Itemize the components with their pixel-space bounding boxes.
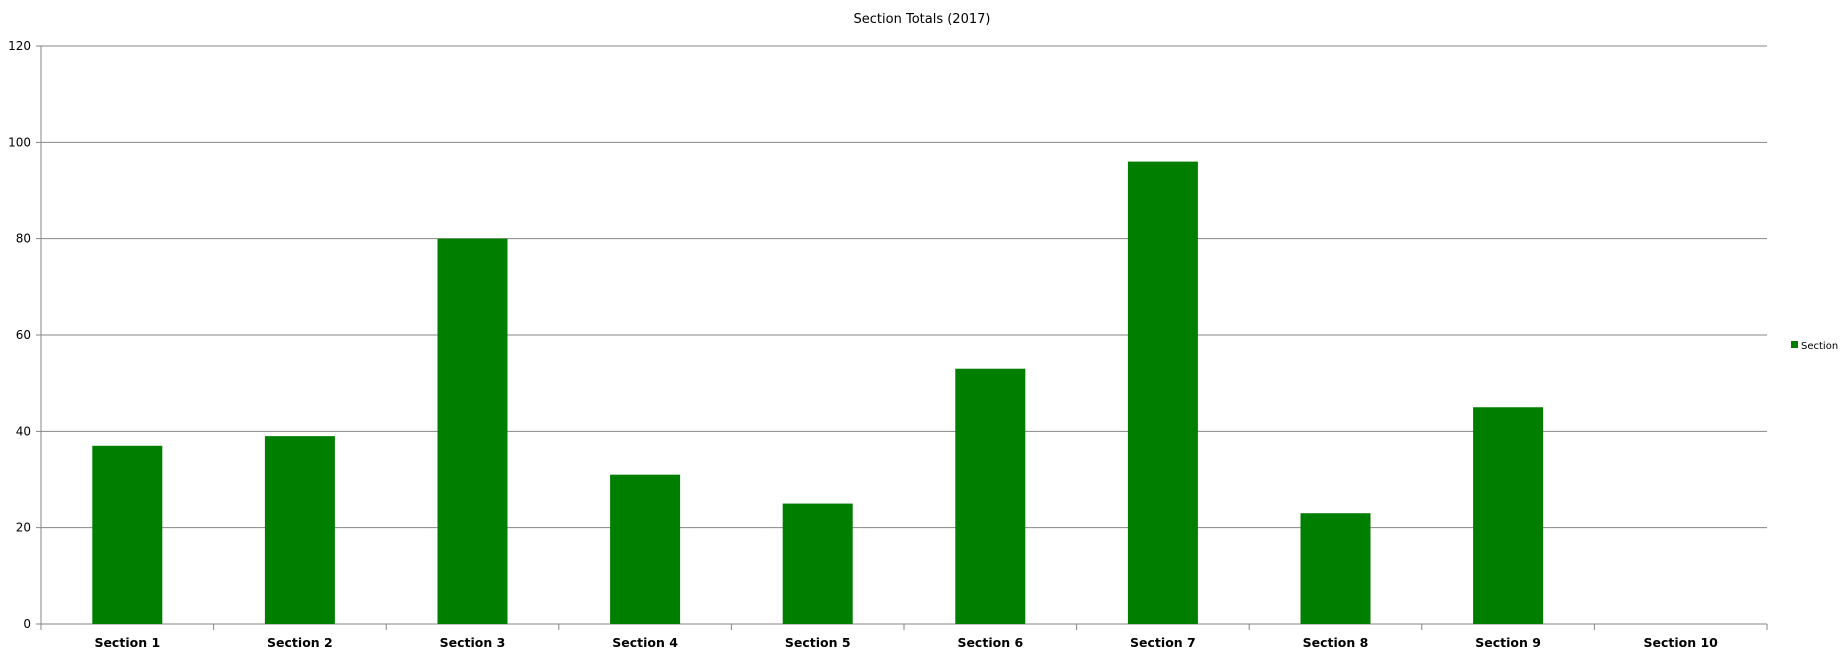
x-tick-label: Section 1 [94, 635, 160, 650]
x-tick-label: Section 3 [440, 635, 506, 650]
x-tick-label: Section 9 [1475, 635, 1541, 650]
chart-title: Section Totals (2017) [854, 12, 991, 27]
x-tick-label: Section 7 [1130, 635, 1196, 650]
y-tick-label: 100 [8, 135, 31, 149]
y-tick-label: 40 [16, 424, 31, 438]
bar-1 [92, 445, 163, 624]
legend-swatch [1791, 341, 1798, 348]
y-tick-label: 20 [16, 521, 31, 535]
bar-5 [782, 503, 853, 624]
x-tick-label: Section 4 [612, 635, 678, 650]
bar-9 [1473, 407, 1544, 624]
legend-label: Section [1801, 341, 1838, 352]
y-tick-label: 80 [16, 232, 31, 246]
x-tick-label: Section 2 [267, 635, 333, 650]
bar-7 [1127, 161, 1198, 624]
bar-2 [264, 436, 335, 624]
y-tick-label: 60 [16, 328, 31, 342]
bar-8 [1300, 513, 1371, 624]
bar-3 [437, 238, 508, 624]
x-tick-label: Section 5 [785, 635, 851, 650]
legend: Section [1791, 341, 1838, 352]
x-tick-label: Section 8 [1303, 635, 1369, 650]
x-tick-label: Section 6 [957, 635, 1023, 650]
bar-6 [955, 368, 1026, 624]
bar-4 [610, 474, 681, 624]
x-tick-label: Section 10 [1644, 635, 1719, 650]
y-tick-label: 0 [23, 617, 31, 631]
y-tick-label: 120 [8, 39, 31, 53]
